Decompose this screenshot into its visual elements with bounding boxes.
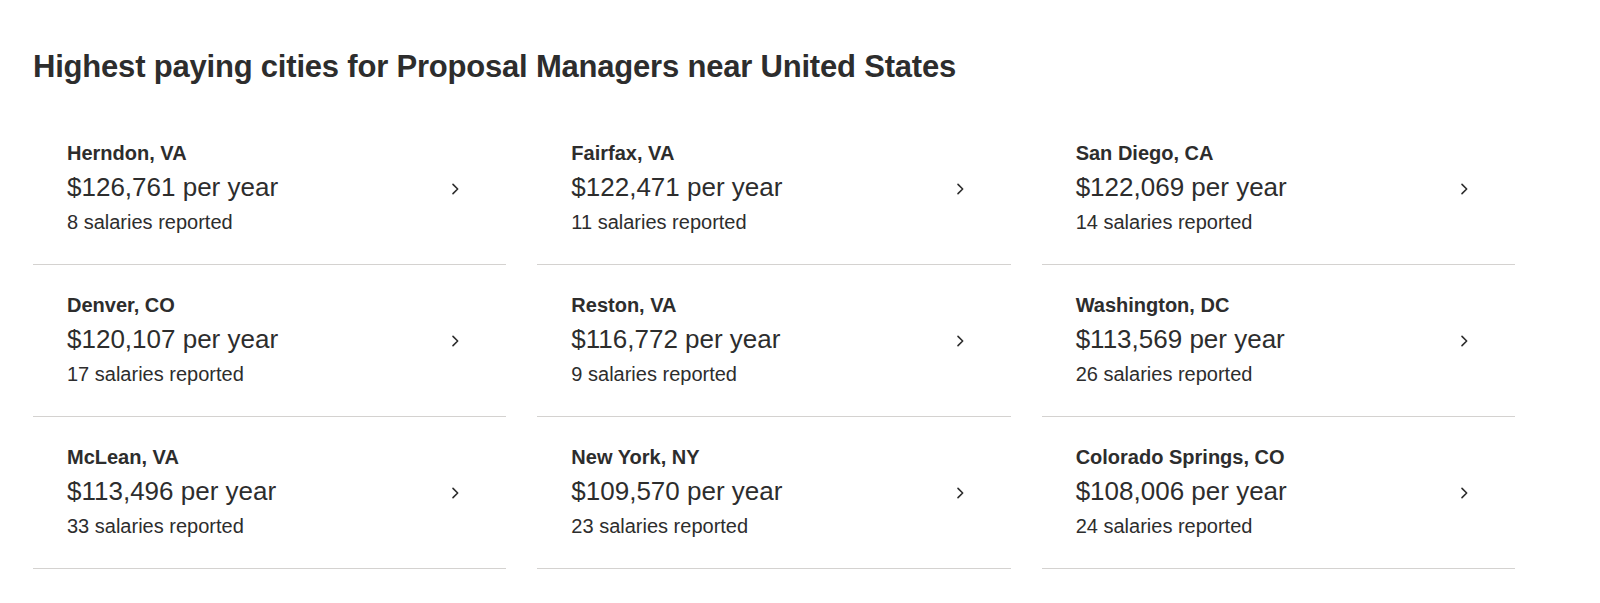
city-name: New York, NY: [571, 444, 922, 470]
salaries-reported-count: 9 salaries reported: [571, 360, 922, 388]
city-text-block: San Diego, CA $122,069 per year 14 salar…: [1076, 140, 1427, 236]
chevron-right-icon: [951, 484, 969, 502]
city-text-block: McLean, VA $113,496 per year 33 salaries…: [67, 444, 418, 540]
city-salary: $113,496 per year: [67, 470, 418, 512]
city-salary-grid: Herndon, VA $126,761 per year 8 salaries…: [33, 113, 1515, 569]
city-card-colorado-springs-co[interactable]: Colorado Springs, CO $108,006 per year 2…: [1042, 417, 1515, 569]
city-name: San Diego, CA: [1076, 140, 1427, 166]
city-salary: $126,761 per year: [67, 166, 418, 208]
city-text-block: Fairfax, VA $122,471 per year 11 salarie…: [571, 140, 922, 236]
city-name: McLean, VA: [67, 444, 418, 470]
city-salary: $108,006 per year: [1076, 470, 1427, 512]
city-name: Colorado Springs, CO: [1076, 444, 1427, 470]
city-text-block: Denver, CO $120,107 per year 17 salaries…: [67, 292, 418, 388]
chevron-right-icon: [1455, 484, 1473, 502]
salaries-reported-count: 11 salaries reported: [571, 208, 922, 236]
city-card-reston-va[interactable]: Reston, VA $116,772 per year 9 salaries …: [537, 265, 1010, 417]
city-name: Washington, DC: [1076, 292, 1427, 318]
city-name: Herndon, VA: [67, 140, 418, 166]
chevron-right-icon: [446, 332, 464, 350]
chevron-right-icon: [951, 180, 969, 198]
salaries-reported-count: 26 salaries reported: [1076, 360, 1427, 388]
city-text-block: Herndon, VA $126,761 per year 8 salaries…: [67, 140, 418, 236]
city-card-denver-co[interactable]: Denver, CO $120,107 per year 17 salaries…: [33, 265, 506, 417]
city-name: Fairfax, VA: [571, 140, 922, 166]
chevron-right-icon: [446, 484, 464, 502]
salaries-reported-count: 14 salaries reported: [1076, 208, 1427, 236]
chevron-right-icon: [446, 180, 464, 198]
city-text-block: New York, NY $109,570 per year 23 salari…: [571, 444, 922, 540]
city-name: Denver, CO: [67, 292, 418, 318]
city-text-block: Reston, VA $116,772 per year 9 salaries …: [571, 292, 922, 388]
city-salary: $122,069 per year: [1076, 166, 1427, 208]
salaries-reported-count: 8 salaries reported: [67, 208, 418, 236]
city-card-washington-dc[interactable]: Washington, DC $113,569 per year 26 sala…: [1042, 265, 1515, 417]
chevron-right-icon: [951, 332, 969, 350]
salaries-reported-count: 17 salaries reported: [67, 360, 418, 388]
city-salary: $122,471 per year: [571, 166, 922, 208]
city-salary: $109,570 per year: [571, 470, 922, 512]
city-card-new-york-ny[interactable]: New York, NY $109,570 per year 23 salari…: [537, 417, 1010, 569]
section-title: Highest paying cities for Proposal Manag…: [33, 0, 1515, 87]
city-name: Reston, VA: [571, 292, 922, 318]
city-card-fairfax-va[interactable]: Fairfax, VA $122,471 per year 11 salarie…: [537, 113, 1010, 265]
city-text-block: Colorado Springs, CO $108,006 per year 2…: [1076, 444, 1427, 540]
city-card-herndon-va[interactable]: Herndon, VA $126,761 per year 8 salaries…: [33, 113, 506, 265]
city-card-san-diego-ca[interactable]: San Diego, CA $122,069 per year 14 salar…: [1042, 113, 1515, 265]
salaries-reported-count: 23 salaries reported: [571, 512, 922, 540]
salaries-reported-count: 24 salaries reported: [1076, 512, 1427, 540]
chevron-right-icon: [1455, 332, 1473, 350]
city-salary: $116,772 per year: [571, 318, 922, 360]
city-text-block: Washington, DC $113,569 per year 26 sala…: [1076, 292, 1427, 388]
city-salary: $120,107 per year: [67, 318, 418, 360]
city-card-mclean-va[interactable]: McLean, VA $113,496 per year 33 salaries…: [33, 417, 506, 569]
chevron-right-icon: [1455, 180, 1473, 198]
content-container: Highest paying cities for Proposal Manag…: [33, 0, 1515, 569]
city-salary: $113,569 per year: [1076, 318, 1427, 360]
salaries-reported-count: 33 salaries reported: [67, 512, 418, 540]
highest-paying-cities-section: Highest paying cities for Proposal Manag…: [0, 0, 1600, 603]
